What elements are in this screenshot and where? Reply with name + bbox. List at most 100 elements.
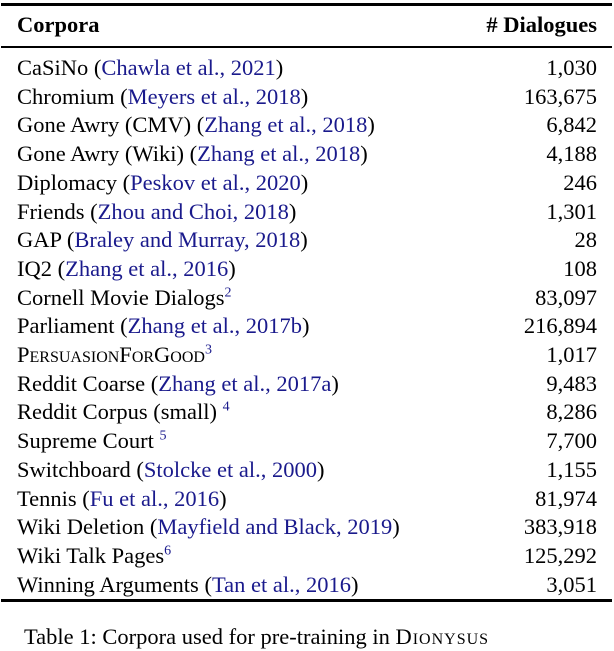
paren-open: ( [88, 55, 102, 80]
dialogue-count: 1,017 [546, 342, 597, 367]
paren-close: ) [301, 313, 310, 339]
paren-open: ( [191, 112, 205, 138]
corpus-name: Wiki Talk Pages [17, 542, 165, 568]
table-row: Winning Arguments (Tan et al., 2016) 3,05… [17, 571, 597, 599]
caption-prefix: Table 1: Corpora [24, 624, 177, 649]
corpus-cell: Diplomacy (Peskov et al., 2020) [17, 169, 308, 197]
corpus-name: Reddit Corpus (small) [17, 399, 223, 425]
dialogue-count: 216,894 [523, 313, 597, 339]
citation-link[interactable]: Zhang et al., 2018 [197, 141, 361, 167]
corpus-name: Cornell Movie Dialogs [17, 284, 225, 310]
table-row: PersuasionForGood3 1,017 [17, 341, 597, 369]
header-dialogues: # Dialogues [486, 12, 597, 37]
citation-link[interactable]: Tan et al., 2016 [211, 571, 351, 597]
table-row: Diplomacy (Peskov et al., 2020) 246 [17, 169, 597, 197]
corpus-name: Diplomacy [17, 169, 117, 195]
dialogue-count: 4,188 [546, 141, 597, 167]
table-row: Friends (Zhou and Choi, 2018) 1,301 [17, 198, 597, 226]
paren-open: ( [52, 255, 66, 281]
citation-link[interactable]: Peskov et al., 2020 [130, 169, 301, 195]
corpus-name: Reddit Coarse [17, 370, 146, 396]
table-row: Supreme Court 5 7,700 [17, 427, 597, 455]
table-row: Reddit Corpus (small) 4 8,286 [17, 398, 597, 426]
corpus-cell: CaSiNo (Chawla et al., 2021) [17, 54, 283, 82]
corpus-name: Gone Awry (CMV) [17, 112, 192, 138]
dialogue-count: 8,286 [546, 399, 597, 425]
table-top-rule [1, 3, 612, 6]
corpus-cell: Gone Awry (CMV) (Zhang et al., 2018) [17, 111, 375, 139]
citation-link[interactable]: Zhang et al., 2017b [127, 313, 302, 339]
citation-link[interactable]: Zhang et al., 2016 [65, 255, 229, 281]
paren-open: ( [144, 514, 158, 540]
corpus-cell: Switchboard (Stolcke et al., 2000) [17, 456, 324, 484]
paren-open: ( [116, 169, 131, 195]
paren-close: ) [300, 227, 308, 253]
paren-close: ) [316, 456, 325, 482]
paren-open: ( [198, 571, 212, 597]
citation-link[interactable]: Zhang et al., 2018 [204, 112, 368, 138]
corpus-name: Supreme Court [17, 428, 160, 454]
corpus-cell: Wiki Talk Pages6 [17, 542, 171, 570]
paren-open: ( [145, 370, 159, 396]
citation-link[interactable]: Fu et al., 2016 [89, 485, 220, 511]
dialogue-count: 246 [563, 169, 597, 195]
citation-link[interactable]: Zhou and Choi, 2018 [97, 198, 289, 224]
corpus-cell: Reddit Coarse (Zhang et al., 2017a) [17, 370, 339, 398]
table-bottom-rule [1, 599, 612, 602]
corpus-cell: Winning Arguments (Tan et al., 2016) [17, 571, 358, 599]
corpus-cell: Friends (Zhou and Choi, 2018) [17, 198, 296, 226]
corpus-cell: Tennis (Fu et al., 2016) [17, 485, 227, 513]
corpus-name: Parliament [17, 313, 115, 339]
dialogue-count: 81,974 [535, 485, 597, 511]
caption-middle: used for pre-training in [176, 624, 396, 649]
footnote-link[interactable]: 4 [222, 399, 230, 415]
paren-close: ) [288, 198, 297, 224]
corpus-cell: Reddit Corpus (small) 4 [17, 398, 230, 426]
dialogue-count: 28 [574, 227, 598, 253]
paren-close: ) [392, 514, 400, 540]
table-row: CaSiNo (Chawla et al., 2021) 1,030 [17, 54, 597, 82]
table-row: Parliament (Zhang et al., 2017b) 216,894 [17, 312, 597, 340]
paren-close: ) [228, 255, 236, 281]
paren-close: ) [219, 485, 227, 511]
table-row: Gone Awry (CMV) (Zhang et al., 2018) 6,84… [17, 111, 597, 139]
table-row: Wiki Deletion (Mayfield and Black, 2019)… [17, 513, 597, 541]
corpus-name: IQ2 [17, 255, 52, 281]
corpus-name: PersuasionForGood [17, 342, 205, 367]
corpus-name: Switchboard [17, 456, 131, 482]
citation-link[interactable]: Stolcke et al., 2000 [143, 456, 317, 482]
header-corpora: Corpora [17, 12, 100, 37]
table-row: IQ2 (Zhang et al., 2016) 108 [17, 255, 597, 283]
citation-link[interactable]: Braley and Murray, 2018 [74, 227, 301, 253]
citation-link[interactable]: Chawla et al., 2021 [101, 55, 276, 80]
paren-close: ) [331, 370, 339, 396]
footnote-link[interactable]: 3 [204, 342, 212, 358]
corpus-name: Wiki Deletion [17, 514, 145, 540]
footnote-link[interactable]: 6 [164, 543, 172, 559]
paren-open: ( [76, 485, 90, 511]
footnote-link[interactable]: 2 [224, 285, 232, 301]
citation-link[interactable]: Meyers et al., 2018 [127, 83, 301, 109]
corpus-name: Friends [17, 198, 85, 224]
table-mid-rule [1, 46, 612, 48]
table-row: Chromium (Meyers et al., 2018) 163,675 [17, 83, 597, 111]
corpus-cell: GAP (Braley and Murray, 2018) [17, 226, 308, 254]
paren-close: ) [275, 55, 284, 80]
corpus-name: GAP [17, 227, 62, 253]
paren-open: ( [114, 313, 128, 339]
paren-close: ) [360, 141, 368, 167]
citation-link[interactable]: Zhang et al., 2017a [158, 370, 332, 396]
corpus-cell: PersuasionForGood3 [17, 341, 212, 369]
dialogue-count: 83,097 [535, 284, 597, 310]
table-row: Gone Awry (Wiki) (Zhang et al., 2018) 4,1… [17, 140, 597, 168]
dialogue-count: 1,301 [546, 198, 597, 224]
table-row: Cornell Movie Dialogs2 83,097 [17, 284, 597, 312]
dialogue-count: 1,155 [546, 456, 597, 482]
paren-close: ) [367, 112, 375, 138]
citation-link[interactable]: Mayfield and Black, 2019 [157, 514, 393, 540]
corpus-cell: Gone Awry (Wiki) (Zhang et al., 2018) [17, 140, 368, 168]
dialogue-count: 125,292 [523, 542, 597, 568]
dialogue-count: 9,483 [546, 370, 597, 396]
corpus-cell: Supreme Court 5 [17, 427, 166, 455]
footnote-link[interactable]: 5 [159, 428, 167, 444]
